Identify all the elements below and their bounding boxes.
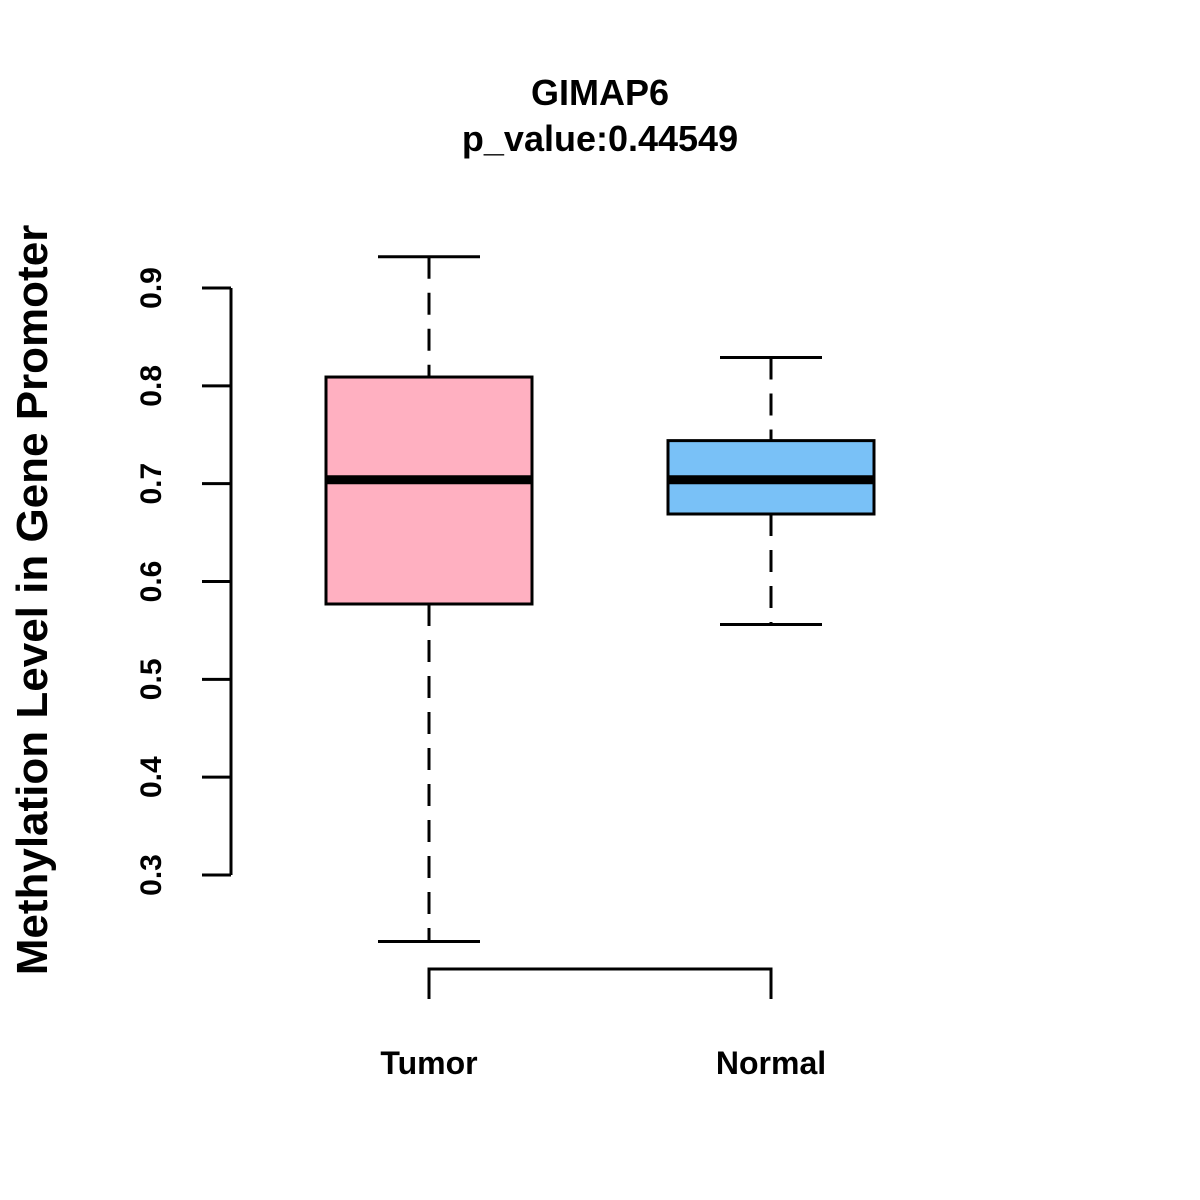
y-tick-label: 0.6 — [135, 561, 168, 603]
box-normal — [666, 355, 876, 627]
bracket-line — [427, 967, 773, 999]
y-tick-label: 0.4 — [135, 756, 168, 798]
chart-title: GIMAP6 — [531, 72, 669, 113]
boxes-group — [324, 255, 876, 944]
x-category-label: Tumor — [380, 1045, 477, 1081]
comparison-bracket — [427, 967, 773, 999]
iqr-box — [324, 375, 534, 606]
y-tick-label: 0.3 — [135, 854, 168, 896]
y-axis-label: Methylation Level in Gene Promoter — [8, 225, 57, 976]
chart-subtitle: p_value:0.44549 — [462, 118, 738, 159]
y-tick-label: 0.9 — [135, 267, 168, 309]
box-tumor — [324, 255, 534, 944]
y-tick-label: 0.5 — [135, 658, 168, 700]
x-axis-labels: Tumor Normal — [380, 1045, 826, 1081]
y-tick-label: 0.7 — [135, 463, 168, 505]
y-axis: 0.3 0.4 0.5 0.6 0.7 0.8 0.9 — [135, 267, 233, 896]
y-tick-label: 0.8 — [135, 365, 168, 407]
x-category-label: Normal — [716, 1045, 826, 1081]
